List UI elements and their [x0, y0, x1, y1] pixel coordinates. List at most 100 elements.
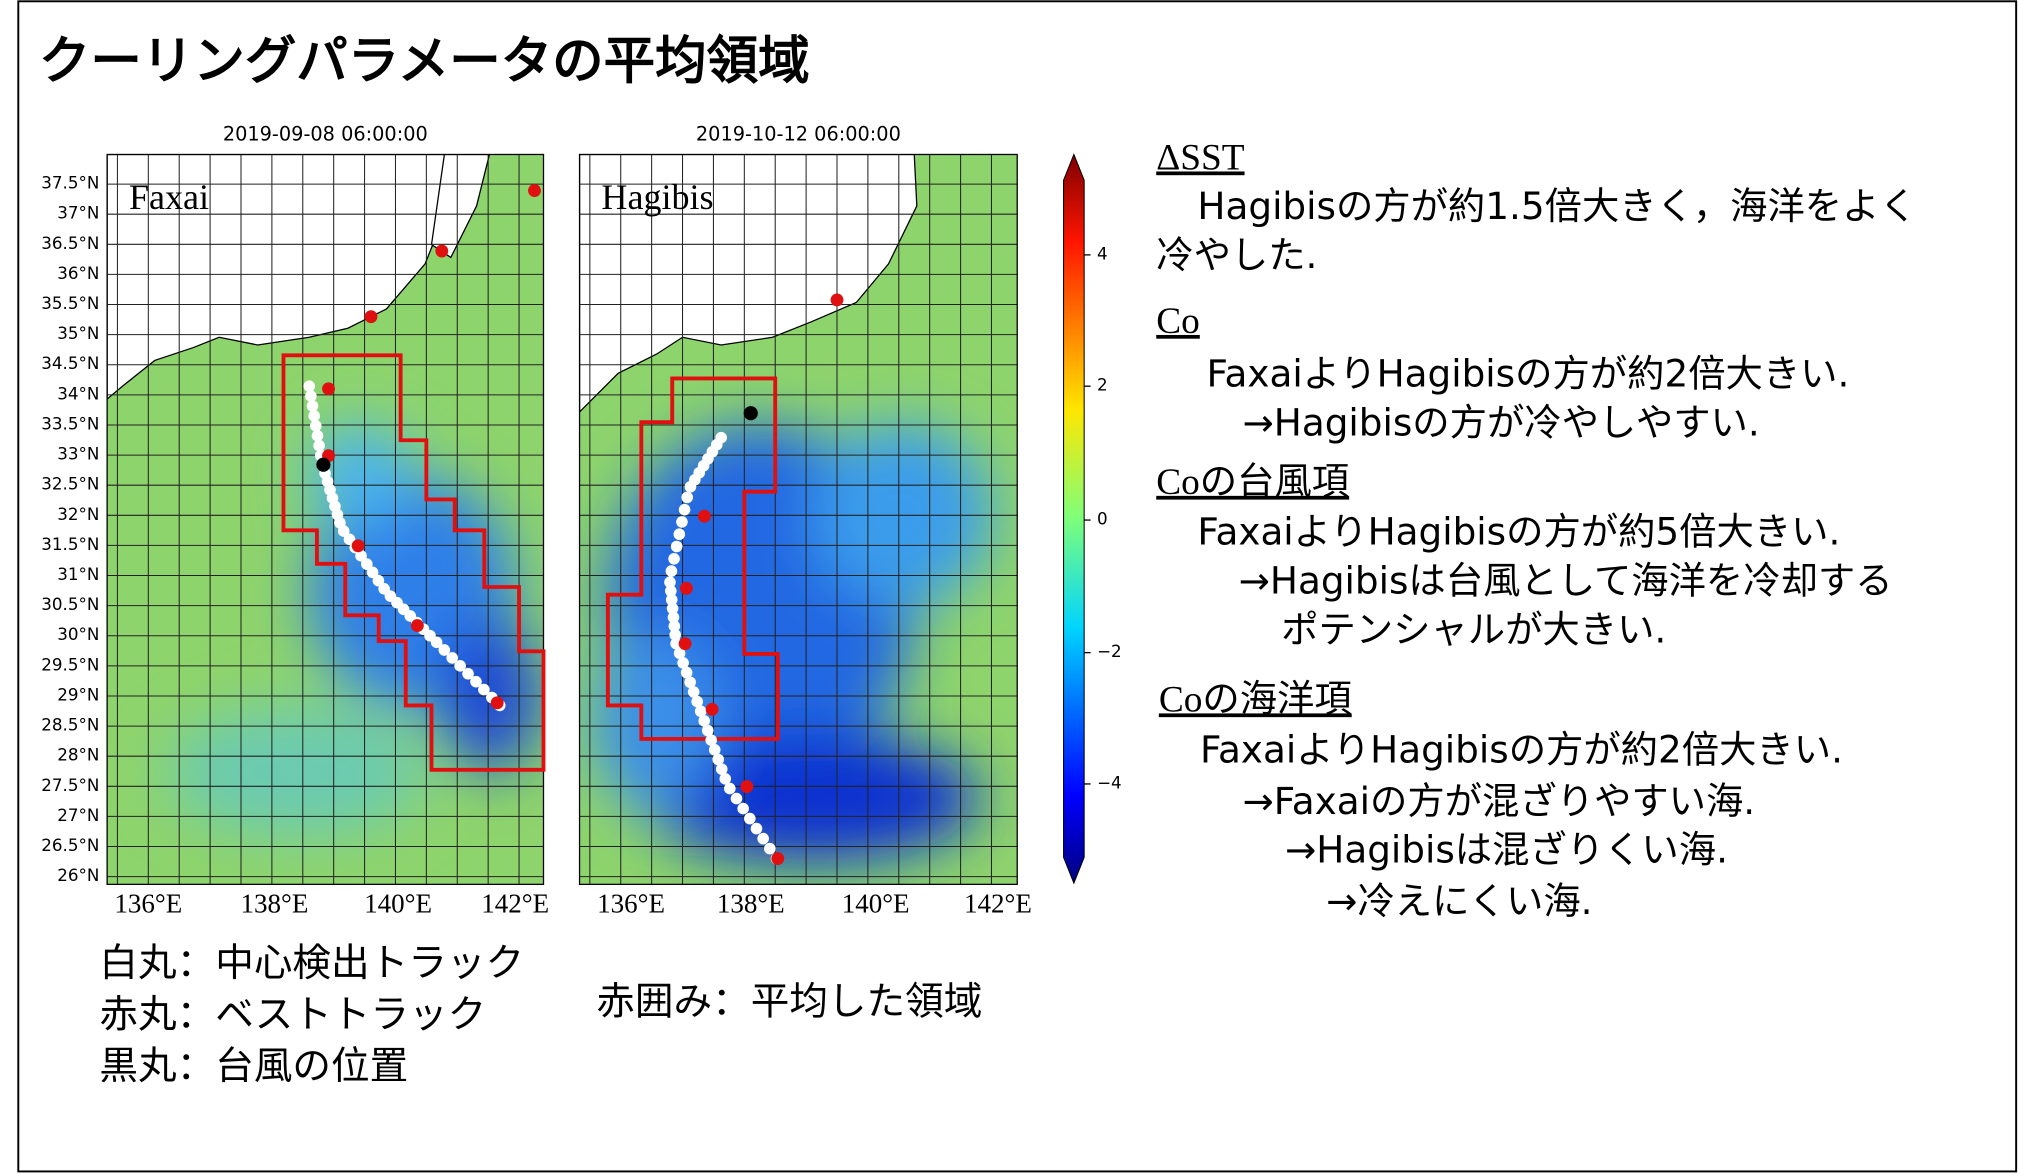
- lat-tick-label: 34.5°N: [41, 353, 99, 373]
- typhoon-position: [316, 457, 331, 472]
- center-track-dot: [438, 644, 451, 656]
- note-line: Hagibisの方が約1.5倍大きく，海洋をよく: [1197, 184, 1916, 228]
- center-track-dot: [719, 773, 732, 785]
- map-date: 2019-10-12 06:00:00: [696, 123, 901, 146]
- center-track-dot: [478, 683, 490, 696]
- lon-tick-label: 142°E: [964, 888, 1032, 918]
- lat-tick-label: 30°N: [57, 624, 99, 644]
- lat-tick-label: 37.5°N: [41, 173, 99, 193]
- colorbar-tick-label: 4: [1097, 243, 1108, 263]
- colorbar-tick-label: −2: [1097, 641, 1122, 661]
- center-track-dot: [677, 657, 689, 669]
- lat-tick-label: 33.5°N: [41, 413, 99, 433]
- center-track-dot: [673, 528, 686, 541]
- lon-tick-label: 138°E: [717, 888, 785, 918]
- track: [303, 184, 844, 866]
- center-track-dot: [372, 574, 385, 587]
- center-track-dot: [694, 705, 707, 718]
- center-track-dot: [724, 782, 736, 795]
- best-track-dot: [490, 696, 504, 710]
- best-track-dot: [771, 852, 785, 866]
- center-track-dot: [305, 390, 317, 402]
- legend-item: 黒丸：台風の位置: [99, 1044, 408, 1089]
- map-hagibis: [579, 154, 1018, 885]
- center-track-dot: [730, 792, 743, 805]
- lat-tick-label: 34°N: [57, 383, 99, 403]
- note-line: →Hagibisは混ざりくい海.: [1285, 828, 1728, 872]
- center-track-dot: [308, 410, 320, 422]
- lat-tick-label: 36°N: [57, 263, 99, 283]
- note-line: →Hagibisの方が冷やしやすい.: [1242, 400, 1759, 444]
- map-faxai: [107, 154, 544, 885]
- center-track-dot: [310, 420, 322, 432]
- center-track-dot: [313, 439, 325, 452]
- center-track-dot: [757, 832, 769, 845]
- center-track-dot: [680, 666, 693, 679]
- map-frame: [106, 153, 545, 886]
- center-track-dot: [666, 602, 679, 615]
- center-track-dot: [676, 516, 688, 528]
- center-track-dot: [454, 660, 466, 672]
- center-track-dot: [665, 585, 677, 597]
- colorbar-tick-label: −4: [1097, 772, 1122, 792]
- lat-tick-label: 26.5°N: [41, 835, 99, 855]
- lat-tick-label: 27.5°N: [41, 775, 99, 795]
- center-track-dot: [343, 533, 356, 546]
- slide-border: [17, 0, 2018, 1173]
- lon-tick-label: 138°E: [241, 888, 309, 918]
- lat-tick-label: 26°N: [57, 865, 99, 885]
- center-track-dot: [311, 429, 324, 442]
- lat-tick-label: 32.5°N: [41, 474, 99, 494]
- note-line: FaxaiよりHagibisの方が約5倍大きい.: [1197, 510, 1840, 554]
- best-track-dot: [697, 509, 711, 523]
- center-track-dot: [430, 636, 443, 649]
- center-track-dot: [667, 611, 680, 624]
- lat-tick-label: 36.5°N: [41, 233, 99, 253]
- lon-tick-label: 142°E: [481, 888, 549, 918]
- center-track-dot: [678, 503, 691, 516]
- center-track-dot: [698, 715, 710, 727]
- best-track-dot: [410, 619, 424, 633]
- lat-tick-label: 28.5°N: [41, 715, 99, 735]
- map-date: 2019-09-08 06:00:00: [223, 123, 428, 146]
- center-track-dot: [669, 629, 682, 641]
- note-line: FaxaiよりHagibisの方が約2倍大きい.: [1206, 351, 1849, 395]
- lat-tick-label: 29.5°N: [41, 654, 99, 674]
- lat-tick-label: 28°N: [57, 745, 99, 765]
- lat-tick-label: 35.5°N: [41, 293, 99, 313]
- grid: [107, 154, 1018, 885]
- center-track-dot: [664, 576, 676, 588]
- best-track-dot: [351, 539, 365, 553]
- center-track-dot: [673, 647, 686, 660]
- lat-tick-label: 30.5°N: [41, 594, 99, 614]
- center-track-dot: [470, 675, 482, 688]
- best-track-dot: [364, 310, 378, 324]
- center-track-dot: [446, 652, 458, 664]
- center-track-dot: [691, 695, 703, 708]
- center-track-dot: [361, 558, 373, 570]
- map-frame: [578, 153, 1018, 886]
- center-track-dot: [665, 593, 678, 606]
- note-heading: ΔSST: [1156, 137, 1245, 178]
- center-track-dot: [764, 842, 776, 855]
- best-track-dot: [528, 184, 541, 197]
- legend-box: 赤囲み：平均した領域: [596, 980, 982, 1025]
- lat-tick-label: 32°N: [57, 504, 99, 524]
- colorbar: [1063, 153, 1085, 885]
- center-track-dot: [668, 553, 680, 565]
- lon-tick-label: 136°E: [114, 888, 182, 918]
- center-track-dot: [665, 565, 678, 577]
- center-track-dot: [701, 724, 714, 737]
- lon-tick-label: 136°E: [597, 888, 665, 918]
- center-track-dot: [668, 620, 681, 632]
- center-track-dot: [712, 753, 725, 766]
- center-track-dot: [462, 667, 474, 680]
- lat-tick-label: 27°N: [57, 805, 99, 825]
- center-track-dot: [687, 686, 700, 698]
- best-track-dot: [322, 382, 335, 396]
- note-heading: Co: [1156, 301, 1200, 342]
- lat-tick-label: 37°N: [57, 203, 99, 223]
- colorbar-tick-label: 2: [1097, 375, 1108, 395]
- center-track-dot: [681, 491, 694, 504]
